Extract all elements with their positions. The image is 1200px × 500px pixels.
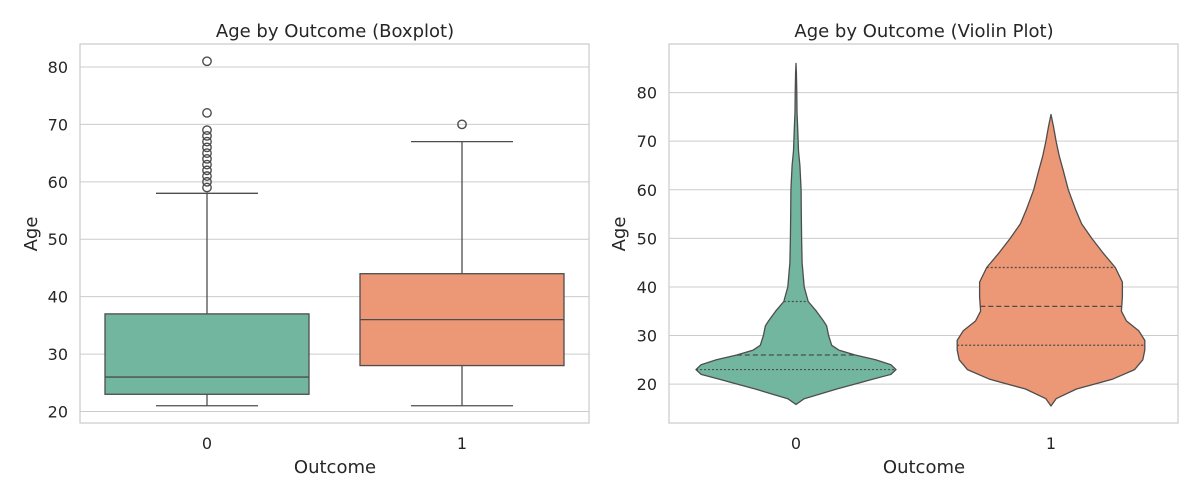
outlier-point: [457, 119, 467, 130]
y-tick-label: 80: [48, 58, 68, 77]
boxplot-marks: [104, 56, 565, 407]
y-tick-label: 40: [48, 288, 68, 307]
violin-frame: [668, 43, 1179, 424]
outlier-point: [202, 142, 212, 153]
y-tick-label: 70: [637, 132, 657, 151]
y-tick-label: 50: [637, 229, 657, 248]
outlier-point: [202, 182, 212, 193]
outlier-point: [202, 153, 212, 164]
x-tick-label: 1: [457, 434, 467, 453]
violin-marks: [695, 62, 1146, 407]
outlier-point: [202, 125, 212, 136]
violin-panel: Age by Outcome (Violin Plot) 20 30 40 50 60 7…: [609, 21, 1179, 478]
y-tick-label: 60: [637, 181, 657, 200]
x-tick-label: 1: [1046, 434, 1056, 453]
outlier-point: [202, 136, 212, 147]
outlier-point: [202, 130, 212, 141]
boxplot-panel: Age by Outcome (Boxplot) 20304050607080 …: [21, 21, 590, 478]
boxplot-x-label: Outcome: [294, 457, 376, 478]
box-group-0: [104, 56, 310, 407]
violin-y-ticks: 20 30 40 50 60 70 80: [637, 84, 657, 395]
outlier-point: [202, 176, 212, 187]
y-tick-label: 30: [637, 327, 657, 346]
box-group-1: [359, 119, 565, 407]
boxplot-frame: [79, 43, 590, 424]
y-tick-label: 50: [48, 230, 68, 249]
violin-y-label: Age: [609, 217, 630, 252]
violin-body: [956, 113, 1146, 407]
boxplot-y-ticks: 20 30 40 50 60 70 80: [48, 58, 68, 422]
outlier-point: [202, 165, 212, 176]
y-tick-label: 20: [48, 403, 68, 422]
outlier-point: [202, 56, 212, 67]
outlier-point: [202, 108, 212, 118]
y-tick-label: 60: [48, 173, 68, 192]
outlier-point: [202, 171, 212, 181]
outlier-point: [202, 148, 212, 159]
x-tick-label: 0: [791, 434, 801, 453]
y-tick-label: 40: [637, 278, 657, 297]
y-tick-label: 80: [637, 84, 657, 103]
violin-body: [695, 62, 897, 406]
y-tick-label: 30: [48, 345, 68, 364]
boxplot-y-label: Age: [21, 217, 42, 252]
x-tick-label: 0: [202, 434, 212, 453]
boxplot-title: Age by Outcome (Boxplot): [216, 21, 454, 42]
violin-title: Age by Outcome (Violin Plot): [794, 21, 1053, 42]
box-iqr: [104, 313, 310, 395]
violin-group-0: [695, 62, 897, 406]
outlier-point: [202, 159, 212, 170]
violin-group-1: [956, 113, 1146, 407]
y-tick-label: 70: [48, 115, 68, 134]
y-tick-label: 20: [637, 375, 657, 394]
violin-x-label: Outcome: [883, 457, 965, 478]
